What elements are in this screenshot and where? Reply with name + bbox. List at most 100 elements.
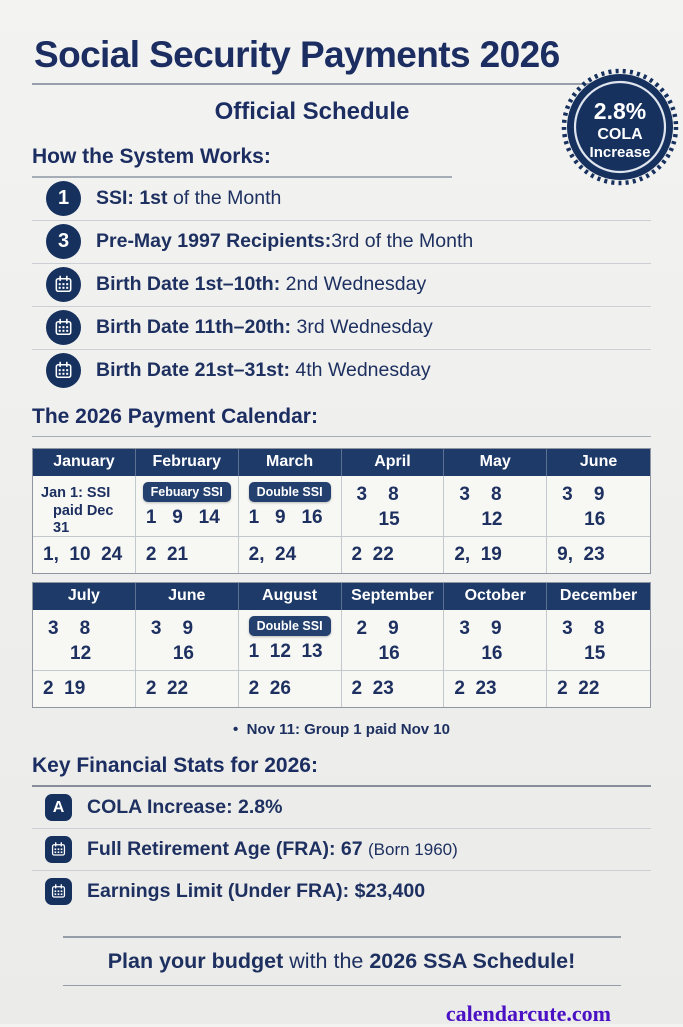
cal-cell-june: 3 9 16 xyxy=(547,476,650,536)
cal-cell-january: Jan 1: SSI paid Dec 31 xyxy=(33,476,136,536)
list-item-text: SSI: 1st of the Month xyxy=(96,187,281,210)
letter-a-icon: A xyxy=(45,794,72,821)
cal-bottom-june: 9, 23 xyxy=(547,536,650,573)
item-rest: 2nd Wednesday xyxy=(280,273,427,295)
payment-dates: 2 9 xyxy=(356,618,399,639)
section-divider xyxy=(32,435,651,437)
month-header-february: February xyxy=(135,449,239,476)
stat-label: COLA Increase: xyxy=(87,796,233,818)
item-bold: Pre-May 1997 Recipients: xyxy=(96,230,332,252)
list-item-ssi: 1 SSI: 1st of the Month xyxy=(32,178,651,220)
month-header-january: January xyxy=(33,449,136,476)
stat-text: Earnings Limit (Under FRA): $23,400 xyxy=(87,880,425,903)
row-divider xyxy=(32,262,651,264)
list-item-text: Birth Date 1st–10th: 2nd Wednesday xyxy=(96,273,426,296)
list-item-text: Birth Date 21st–31st: 4th Wednesday xyxy=(96,359,431,382)
month-header-may: May xyxy=(444,449,548,476)
february-ssi-badge: Febuary SSI xyxy=(142,482,231,502)
cal-bottom-june-2: 2 22 xyxy=(135,670,239,707)
item-rest: 3rd of the Month xyxy=(331,230,474,252)
financial-stats-section: Key Financial Stats for 2026: A COLA Inc… xyxy=(32,754,651,912)
cal-bottom-july: 2 19 xyxy=(33,670,136,707)
cal-cell-july: 3 8 12 xyxy=(33,610,136,670)
cal-bottom-september: 2 23 xyxy=(341,670,445,707)
stat-earnings-limit: Earnings Limit (Under FRA): $23,400 xyxy=(32,871,651,912)
calendar-icon xyxy=(45,878,72,905)
payment-dates: 12 xyxy=(481,509,503,530)
footer-divider-bottom xyxy=(62,984,621,986)
stat-fra: Full Retirement Age (FRA): 67 (Born 1960… xyxy=(32,829,651,870)
icon-glyph: 1 xyxy=(57,187,70,209)
badge-percent: 2.8% xyxy=(594,98,646,124)
item-bold: SSI: 1st xyxy=(96,187,168,209)
stat-label: Earnings Limit (Under FRA): xyxy=(87,880,350,902)
payment-dates: 3 8 xyxy=(48,618,91,639)
icon-glyph: 3 xyxy=(57,230,70,252)
payment-table-jul-dec: July June August September October Decem… xyxy=(32,582,651,708)
month-header-october: October xyxy=(444,583,548,610)
stat-value: $23,400 xyxy=(354,880,426,902)
calendar-heading: The 2026 Payment Calendar: xyxy=(32,404,318,428)
badge-increase-label: Increase xyxy=(590,144,651,161)
payment-table-jan-jun: January February March April May June Ja… xyxy=(32,448,651,574)
footer: Plan your budget with the 2026 SSA Sched… xyxy=(32,936,651,1027)
badge-cola-label: COLA xyxy=(597,126,643,143)
list-item-birth-1-10: Birth Date 1st–10th: 2nd Wednesday xyxy=(32,264,651,306)
cal-bottom-december: 2 22 xyxy=(547,670,650,707)
calendar-icon xyxy=(46,267,81,302)
item-bold: Birth Date 11th–20th: xyxy=(96,316,292,338)
payment-calendar-section: The 2026 Payment Calendar: January Febru… xyxy=(32,404,651,738)
bullet-icon: • xyxy=(233,721,239,738)
list-item-birth-21-31: Birth Date 21st–31st: 4th Wednesday xyxy=(32,350,651,392)
payment-dates: 16 xyxy=(584,509,606,530)
month-header-july: July xyxy=(33,583,136,610)
double-ssi-badge: Double SSI xyxy=(248,482,331,502)
cal-cell-april: 3 8 15 xyxy=(342,476,445,536)
stat-text: Full Retirement Age (FRA): 67 (Born 1960… xyxy=(87,838,458,861)
payment-dates: 3 8 xyxy=(562,618,605,639)
jan-note-line1: Jan 1: SSI xyxy=(41,485,111,501)
list-item-text: Birth Date 11th–20th: 3rd Wednesday xyxy=(96,316,433,339)
november-note: • Nov 11: Group 1 paid Nov 10 xyxy=(32,721,651,738)
payment-dates: 3 9 xyxy=(459,618,502,639)
payment-dates: 16 xyxy=(172,643,194,664)
cal-cell-may: 3 8 12 xyxy=(444,476,548,536)
stat-label: Full Retirement Age (FRA): xyxy=(87,838,336,860)
payment-dates: 1 9 14 xyxy=(145,506,220,528)
calendar-icon xyxy=(46,310,81,345)
cal-cell-october: 3 9 16 xyxy=(444,610,548,670)
cal-bottom-august: 2 26 xyxy=(238,670,342,707)
month-header-june: June xyxy=(547,449,650,476)
cal-bottom-january: 1, 10 24 xyxy=(33,536,136,573)
row-divider xyxy=(32,348,651,350)
stat-text: COLA Increase: 2.8% xyxy=(87,796,282,819)
cola-increase-badge: 2.8% COLA Increase xyxy=(561,68,679,186)
stats-heading: Key Financial Stats for 2026: xyxy=(32,754,318,777)
icon-glyph: A xyxy=(52,798,65,816)
stat-value: 2.8% xyxy=(238,796,283,818)
how-heading: How the System Works: xyxy=(32,145,271,168)
number-3-icon: 3 xyxy=(46,224,81,259)
website-link[interactable]: calendarcute.com xyxy=(445,1001,611,1026)
item-bold: Birth Date 1st–10th: xyxy=(96,273,281,295)
item-rest: 3rd Wednesday xyxy=(291,316,433,338)
cal-cell-december: 3 8 15 xyxy=(547,610,650,670)
row-divider xyxy=(32,305,651,307)
list-item-birth-11-20: Birth Date 11th–20th: 3rd Wednesday xyxy=(32,307,651,349)
jan-note-line2: paid Dec 31 xyxy=(53,503,114,536)
list-item-text: Pre-May 1997 Recipients:3rd of the Month xyxy=(96,230,473,253)
cal-cell-august: Double SSI 1 12 13 xyxy=(239,610,342,670)
month-header-august: August xyxy=(238,583,342,610)
month-header-april: April xyxy=(341,449,445,476)
footer-divider-top xyxy=(62,936,621,938)
row-divider xyxy=(32,870,651,871)
cta-mid: with the xyxy=(283,948,370,973)
cal-bottom-april: 2 22 xyxy=(341,536,445,573)
footer-cta: Plan your budget with the 2026 SSA Sched… xyxy=(32,949,651,974)
cal-bottom-may: 2, 19 xyxy=(444,536,548,573)
month-header-december: December xyxy=(547,583,650,610)
stat-extra: (Born 1960) xyxy=(368,840,458,859)
month-header-june-2: June xyxy=(135,583,239,610)
payment-dates: 1 12 13 xyxy=(248,640,323,662)
